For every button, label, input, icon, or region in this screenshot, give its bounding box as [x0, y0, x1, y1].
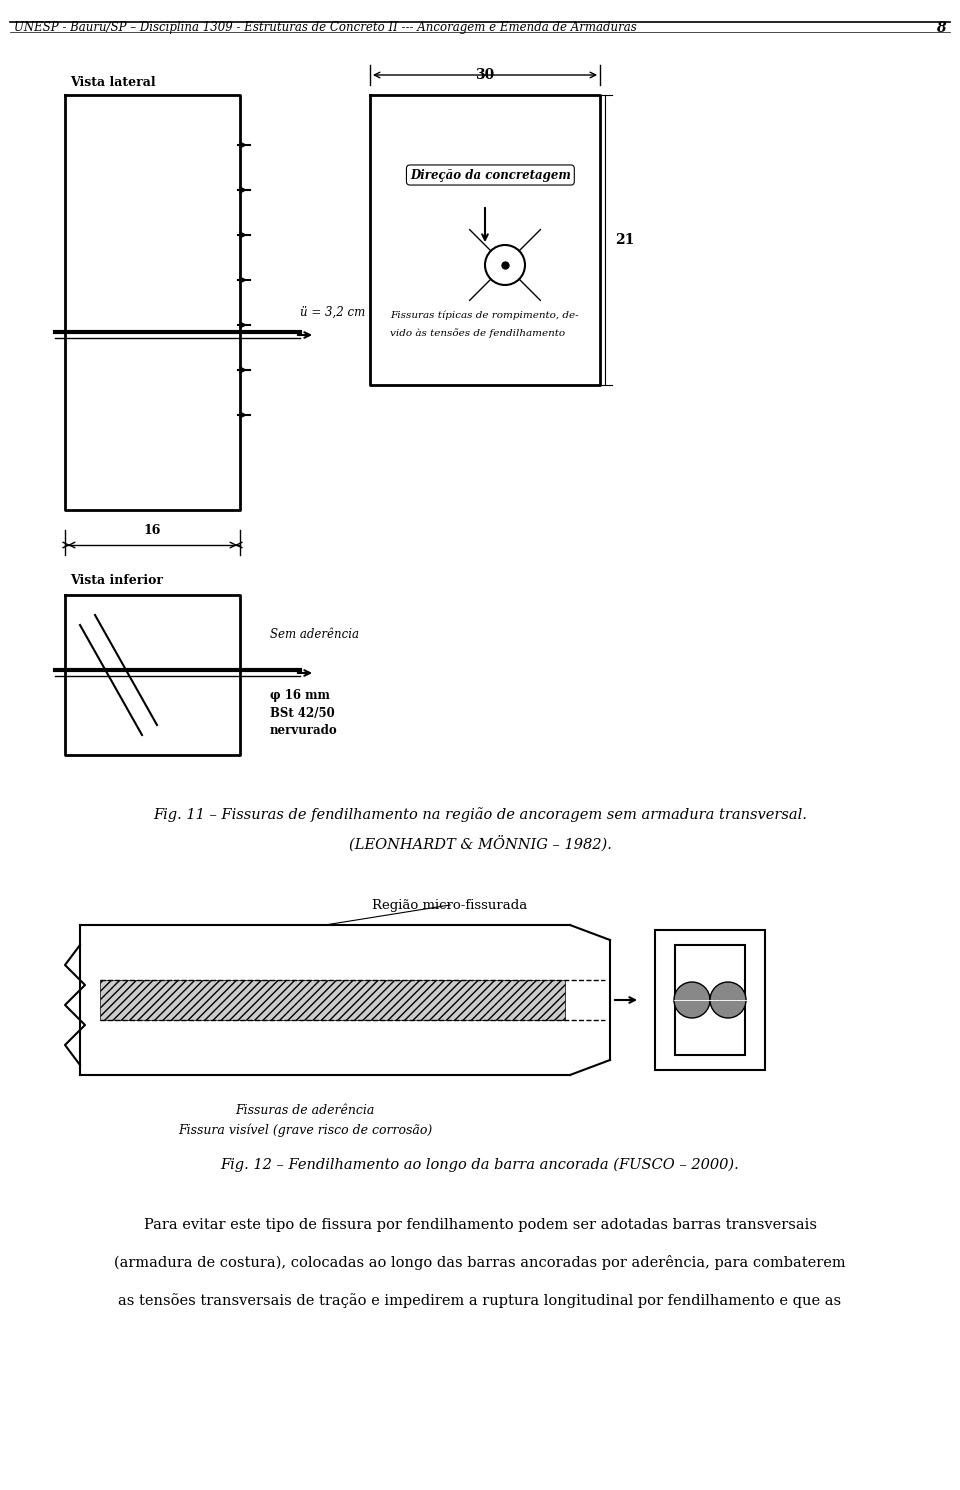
Text: 21: 21 — [615, 232, 635, 247]
Text: 30: 30 — [475, 69, 494, 82]
Circle shape — [710, 982, 746, 1018]
Text: nervurado: nervurado — [270, 724, 338, 738]
Text: Região micro-fissurada: Região micro-fissurada — [372, 898, 528, 912]
Text: ü = 3,2 cm: ü = 3,2 cm — [300, 305, 365, 319]
Text: Sem aderência: Sem aderência — [270, 629, 359, 642]
Bar — [675, 945, 745, 1055]
Text: Vista inferior: Vista inferior — [70, 574, 163, 587]
Text: Vista lateral: Vista lateral — [70, 76, 156, 89]
Circle shape — [674, 982, 710, 1018]
Text: Fissuras de aderência: Fissuras de aderência — [235, 1104, 374, 1116]
Text: Fissuras típicas de rompimento, de-: Fissuras típicas de rompimento, de- — [390, 310, 579, 320]
Text: UNESP - Bauru/SP – Disciplina 1309 - Estruturas de Concreto II --- Ancoragem e E: UNESP - Bauru/SP – Disciplina 1309 - Est… — [14, 21, 636, 34]
Text: 8: 8 — [936, 21, 946, 34]
Text: (armadura de costura), colocadas ao longo das barras ancoradas por aderência, pa: (armadura de costura), colocadas ao long… — [114, 1256, 846, 1271]
Text: Fig. 12 – Fendilhamento ao longo da barra ancorada (FUSCO – 2000).: Fig. 12 – Fendilhamento ao longo da barr… — [221, 1158, 739, 1173]
Bar — [100, 980, 565, 1021]
Text: φ 16 mm: φ 16 mm — [270, 688, 330, 702]
Text: Para evitar este tipo de fissura por fendilhamento podem ser adotadas barras tra: Para evitar este tipo de fissura por fen… — [143, 1217, 817, 1232]
Text: 16: 16 — [143, 523, 160, 536]
Text: BSt 42/50: BSt 42/50 — [270, 706, 335, 720]
Text: Fig. 11 – Fissuras de fendilhamento na região de ancoragem sem armadura transver: Fig. 11 – Fissuras de fendilhamento na r… — [153, 808, 807, 822]
Text: as tensões transversais de tração e impedirem a ruptura longitudinal por fendilh: as tensões transversais de tração e impe… — [118, 1293, 842, 1308]
Text: Direção da concretagem: Direção da concretagem — [410, 168, 571, 182]
Text: vido às tensões de fendilhamento: vido às tensões de fendilhamento — [390, 328, 565, 338]
Text: (LEONHARDT & MÖNNIG – 1982).: (LEONHARDT & MÖNNIG – 1982). — [348, 834, 612, 851]
Bar — [655, 930, 765, 1070]
Text: Fissura visível (grave risco de corrosão): Fissura visível (grave risco de corrosão… — [178, 1123, 432, 1137]
